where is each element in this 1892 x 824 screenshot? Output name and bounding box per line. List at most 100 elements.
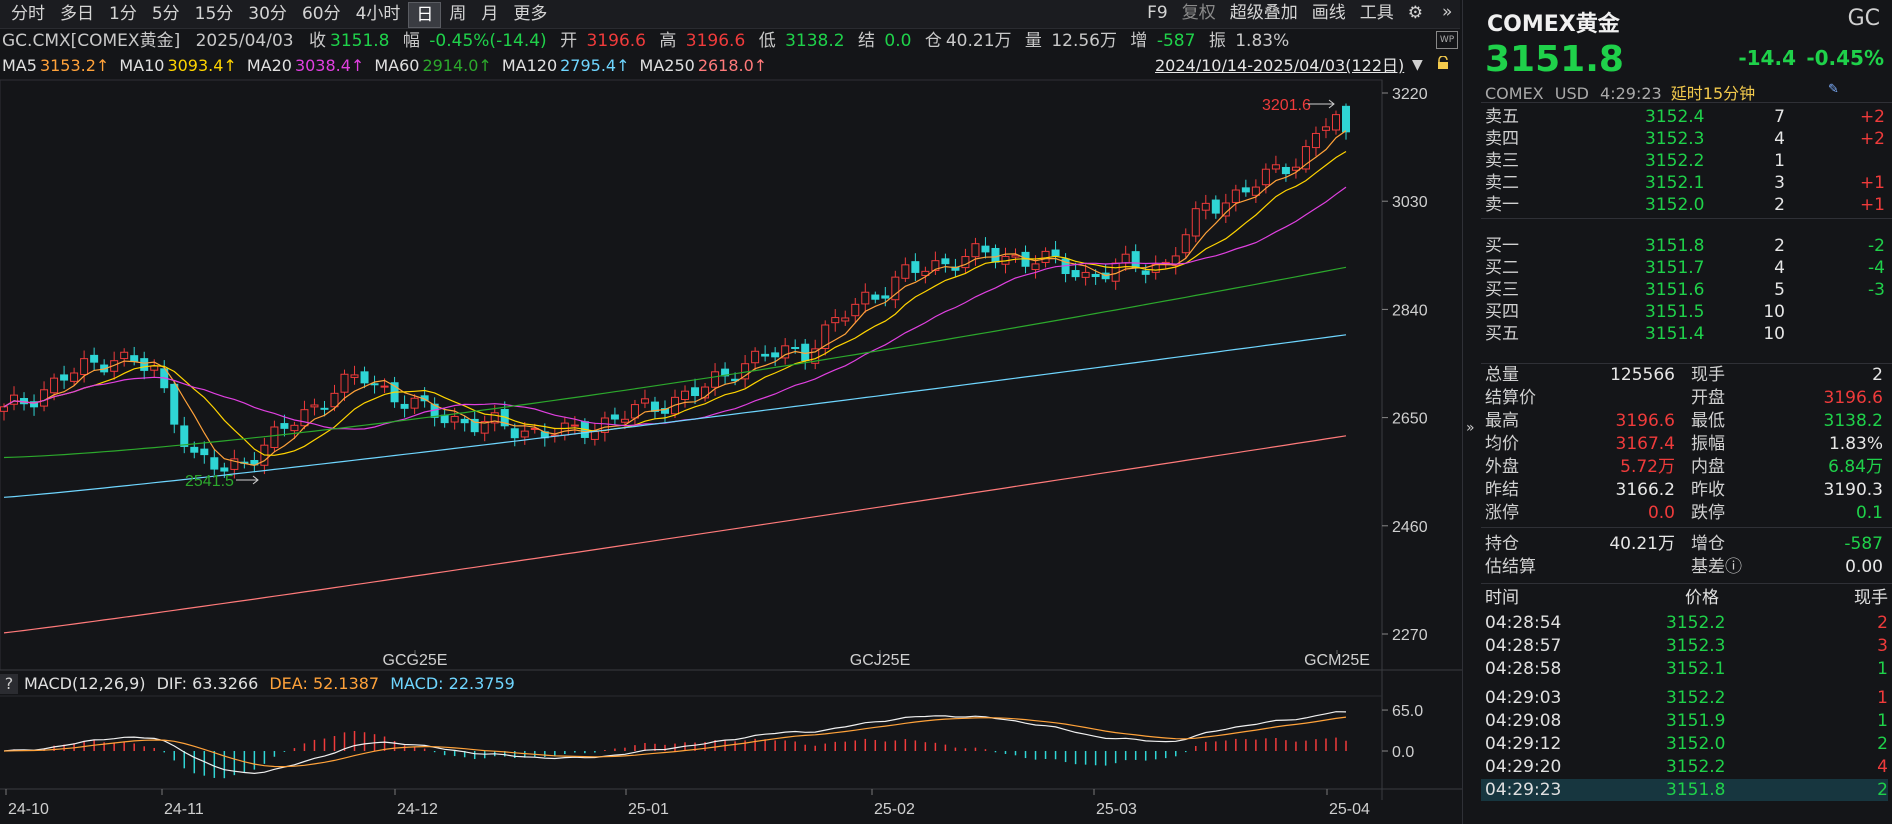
ma-value: 3153.2↑ — [39, 56, 110, 75]
tool-button[interactable]: 超级叠加 — [1229, 3, 1298, 23]
candle-body — [80, 358, 89, 375]
orderbook-row[interactable]: 卖四 3152.3 4 +2 — [1485, 128, 1885, 150]
tick-row[interactable]: 04:29:20 3152.2 4 — [1481, 756, 1888, 778]
candle-body — [290, 424, 299, 432]
orderbook-row[interactable]: 卖五 3152.4 7 +2 — [1485, 106, 1885, 128]
tick-row[interactable]: 04:28:58 3152.1 1 — [1481, 658, 1888, 680]
period-tab[interactable]: 1分 — [109, 4, 137, 24]
candle-body — [370, 383, 379, 386]
orderbook-row[interactable]: 卖二 3152.1 3 +1 — [1485, 172, 1885, 194]
orderbook-row[interactable]: 买四 3151.5 10 — [1485, 301, 1885, 323]
tick-price: 3152.3 — [1666, 636, 1726, 656]
collapse-icon[interactable]: » — [1466, 420, 1475, 436]
settings-gear-icon[interactable]: ⚙ — [1407, 3, 1423, 23]
period-tab[interactable]: 5分 — [151, 4, 180, 24]
stat-item: 均价 3167.4 — [1485, 433, 1675, 455]
candle-body — [811, 348, 820, 364]
high-label: 高 3196.6 — [659, 31, 746, 51]
period-tab[interactable]: 分时 — [11, 4, 45, 24]
orderbook-chg: +2 — [1859, 107, 1885, 127]
ma-value: 3093.4↑ — [167, 56, 237, 75]
period-tab[interactable]: 4小时 — [355, 4, 401, 24]
panel-splitter[interactable]: » — [1462, 0, 1482, 824]
ticks-header-price: 价格 — [1685, 588, 1719, 608]
edit-icon[interactable]: ✎ — [1828, 82, 1839, 97]
tool-button[interactable]: 复权 — [1181, 3, 1216, 23]
lock-icon[interactable] — [1436, 56, 1450, 70]
last-price: 3151.8 — [1485, 39, 1624, 80]
price-tick-label: 2650 — [1392, 411, 1428, 428]
date-tick-label: 25-04 — [1329, 801, 1370, 818]
orderbook-row[interactable]: 卖一 3152.0 2 +1 — [1485, 194, 1885, 216]
candle-body — [500, 409, 509, 427]
candle-body — [220, 467, 229, 472]
period-tab[interactable]: 多日 — [60, 4, 94, 24]
symbol-label: GC.CMX[COMEX黄金] — [2, 31, 181, 51]
help-icon[interactable]: ? — [0, 674, 18, 694]
stat-value: 3166.2 — [1615, 480, 1675, 500]
tick-row[interactable]: 04:29:12 3152.0 2 — [1481, 733, 1888, 755]
macd-legend: ? MACD(12,26,9) DIF: 63.3266 DEA: 52.1387… — [0, 672, 515, 696]
candle-body — [1301, 146, 1310, 170]
stat-value: -587 — [1844, 534, 1883, 554]
period-tab[interactable]: 更多 — [513, 4, 548, 24]
tick-row[interactable]: 04:29:03 3152.2 1 — [1481, 687, 1888, 709]
candle-body — [560, 422, 569, 436]
tick-qty: 2 — [1877, 780, 1888, 800]
stat-item: 外盘 5.72万 — [1485, 456, 1675, 478]
candle-body — [1291, 166, 1300, 171]
date-tick-label: 24-10 — [8, 801, 49, 818]
tick-row[interactable]: 04:28:54 3152.2 2 — [1481, 612, 1888, 634]
stat-value: 2 — [1872, 365, 1883, 385]
date-range-selector[interactable]: 2024/10/14-2025/04/03(122日) — [1155, 56, 1405, 75]
range-dropdown-icon[interactable]: ▼ — [1412, 57, 1423, 73]
orderbook-row[interactable]: 买二 3151.7 4 -4 — [1485, 257, 1885, 279]
tick-row[interactable]: 04:29:08 3151.9 1 — [1481, 710, 1888, 732]
candle-body — [851, 303, 860, 317]
watermark-toggle-icon[interactable]: WP — [1436, 31, 1458, 49]
candle-body — [1081, 271, 1090, 278]
candle-body — [1141, 270, 1150, 275]
tool-button[interactable]: F9 — [1147, 3, 1168, 23]
kline-chart[interactable]: 3220 3030 2840 2650 2460 2270 GCG25E GCJ25E GCM2… — [0, 0, 1462, 824]
candle-body — [911, 261, 920, 273]
tool-button[interactable]: 工具 — [1359, 3, 1394, 23]
period-tab[interactable]: 日 — [408, 2, 442, 28]
orderbook-qty: 4 — [1774, 129, 1785, 149]
orderbook-qty: 10 — [1763, 302, 1785, 322]
period-tab[interactable]: 15分 — [194, 4, 234, 24]
stat-item: 内盘 6.84万 — [1691, 456, 1883, 478]
tick-row[interactable]: 04:29:23 3151.8 2 — [1481, 779, 1888, 801]
stat-item: 结算价 — [1485, 387, 1675, 409]
stat-key: 最高 — [1485, 411, 1519, 431]
period-tab[interactable]: 60分 — [301, 4, 341, 24]
orderbook-chg: +1 — [1859, 173, 1885, 193]
orderbook-row[interactable]: 卖三 3152.2 1 — [1485, 150, 1885, 172]
period-tab[interactable]: 30分 — [248, 4, 287, 24]
orderbook-row[interactable]: 买三 3151.6 5 -3 — [1485, 279, 1885, 301]
vol-label: 量 12.56万 — [1024, 31, 1117, 51]
ma-label: MA5 — [2, 56, 37, 75]
open-label: 开 3196.6 — [560, 31, 646, 51]
date-tick-label: 25-02 — [874, 801, 915, 818]
orderbook-price: 3152.4 — [1645, 107, 1705, 127]
orderbook-row[interactable]: 买五 3151.4 10 — [1485, 323, 1885, 345]
stat-key: 现手 — [1691, 365, 1725, 385]
contract-label: GCJ25E — [850, 652, 910, 669]
period-tab[interactable]: 周 — [449, 4, 467, 24]
expand-chevrons-icon[interactable]: » — [1442, 2, 1453, 22]
exchange-label: COMEX — [1485, 84, 1544, 103]
stat-item: 基差ⓘ 0.00 — [1691, 556, 1883, 578]
tick-row[interactable]: 04:28:57 3152.3 3 — [1481, 635, 1888, 657]
candle-body — [1241, 187, 1250, 193]
tool-button[interactable]: 画线 — [1311, 3, 1346, 23]
candle-body — [1181, 234, 1190, 254]
orderbook-row[interactable]: 买一 3151.8 2 -2 — [1485, 235, 1885, 257]
candle-body — [120, 351, 129, 360]
orderbook-qty: 5 — [1774, 280, 1785, 300]
period-tab[interactable]: 月 — [481, 4, 499, 24]
date-tick-label: 24-11 — [164, 801, 204, 818]
candle-body — [600, 417, 609, 433]
candle-body — [330, 392, 339, 408]
orderbook-chg: +1 — [1859, 195, 1885, 215]
